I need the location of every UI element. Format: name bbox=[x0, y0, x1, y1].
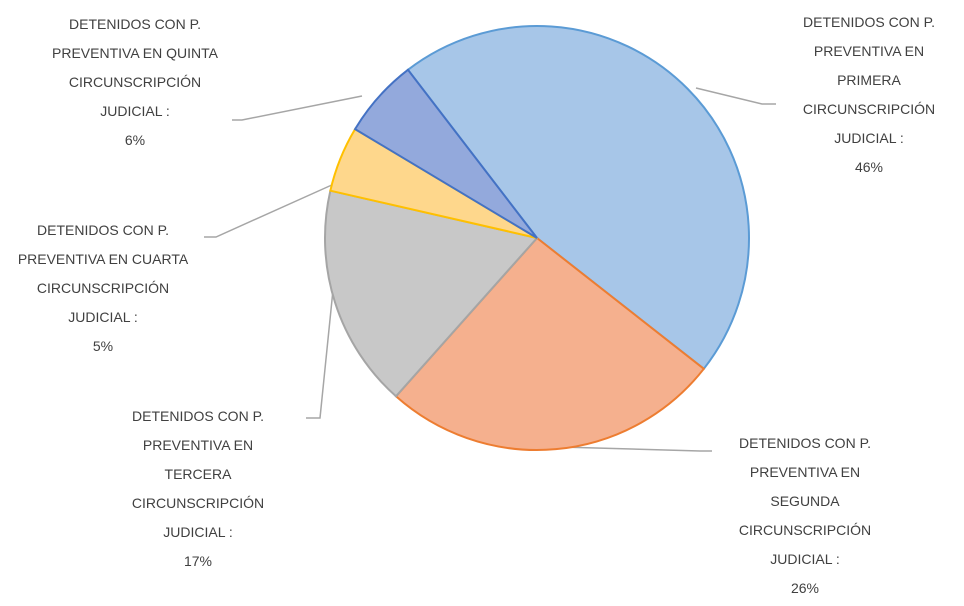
data-label: DETENIDOS CON P. PREVENTIVA EN PRIMERA C… bbox=[781, 8, 957, 182]
label-name: DETENIDOS CON P. PREVENTIVA EN QUINTA CI… bbox=[52, 16, 218, 119]
pie-slice bbox=[353, 68, 538, 239]
label-value: 26% bbox=[790, 580, 820, 596]
leader-line bbox=[232, 95, 363, 121]
data-label: DETENIDOS CON P. PREVENTIVA EN CUARTA CI… bbox=[15, 216, 191, 361]
label-name: DETENIDOS CON P. PREVENTIVA EN TERCERA C… bbox=[131, 408, 265, 540]
leader-lines bbox=[204, 87, 776, 452]
label-value: 17% bbox=[183, 553, 213, 569]
leader-line bbox=[695, 87, 776, 105]
pie-slice bbox=[406, 25, 750, 371]
label-name: DETENIDOS CON P. PREVENTIVA EN SEGUNDA C… bbox=[738, 435, 872, 567]
leader-line bbox=[559, 446, 712, 452]
data-label: DETENIDOS CON P. PREVENTIVA EN QUINTA CI… bbox=[47, 10, 223, 155]
label-value: 46% bbox=[854, 159, 884, 175]
label-value: 5% bbox=[92, 338, 114, 354]
label-name: DETENIDOS CON P. PREVENTIVA EN PRIMERA C… bbox=[802, 14, 936, 146]
pie-slice bbox=[394, 236, 706, 451]
label-name: DETENIDOS CON P. PREVENTIVA EN CUARTA CI… bbox=[17, 222, 189, 325]
data-label: DETENIDOS CON P. PREVENTIVA EN TERCERA C… bbox=[110, 402, 286, 576]
label-value: 6% bbox=[124, 132, 146, 148]
leader-line bbox=[306, 289, 334, 419]
data-label: DETENIDOS CON P. PREVENTIVA EN SEGUNDA C… bbox=[717, 429, 893, 603]
leader-line bbox=[204, 183, 335, 238]
pie-slice bbox=[324, 189, 539, 398]
